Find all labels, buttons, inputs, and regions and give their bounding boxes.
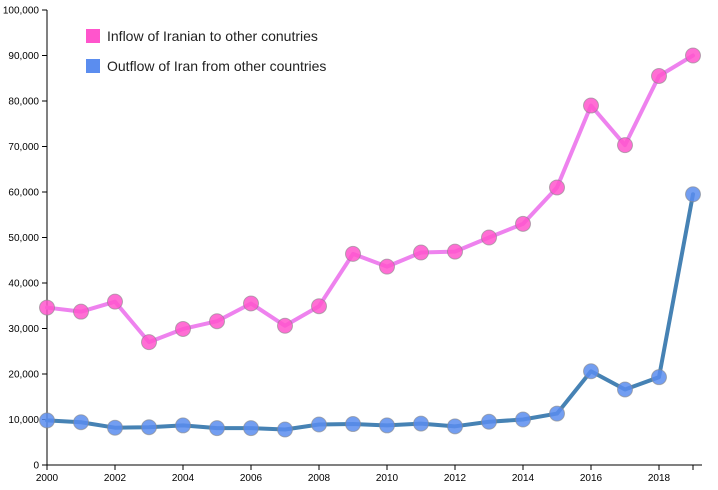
y-tick-label: 0 <box>33 461 39 472</box>
data-point <box>39 412 55 429</box>
legend-swatch <box>86 29 100 43</box>
data-point <box>277 317 293 334</box>
data-point <box>515 411 531 428</box>
data-point <box>107 419 123 436</box>
data-point <box>413 415 429 432</box>
x-axis: 2000 2002 2004 2006 2008 2010 2012 2014 2016 2018 <box>36 464 702 484</box>
y-tick-label: 70,000 <box>8 142 39 153</box>
legend-label: Outflow of Iran from other countries <box>107 58 326 74</box>
series-1 <box>39 186 701 438</box>
x-tick-label: 2008 <box>308 473 331 484</box>
data-point <box>175 320 191 337</box>
data-point <box>583 97 599 114</box>
data-point <box>243 420 259 437</box>
data-point <box>583 363 599 380</box>
x-tick-label: 2012 <box>444 473 467 484</box>
data-point <box>311 298 327 315</box>
y-tick-label: 10,000 <box>8 415 39 426</box>
data-point <box>617 137 633 154</box>
x-tick-label: 2018 <box>648 473 671 484</box>
data-point <box>651 67 667 84</box>
data-point <box>345 416 361 433</box>
data-point <box>141 334 157 351</box>
data-point <box>685 47 701 64</box>
x-tick-label: 2014 <box>512 473 535 484</box>
y-tick-label: 30,000 <box>8 324 39 335</box>
data-point <box>481 229 497 246</box>
data-point <box>73 303 89 320</box>
series-layer <box>39 47 701 438</box>
data-point <box>311 416 327 433</box>
data-point <box>549 405 565 422</box>
data-point <box>379 417 395 434</box>
data-point <box>549 179 565 196</box>
data-point <box>73 414 89 431</box>
x-tick-label: 2010 <box>376 473 399 484</box>
data-point <box>345 245 361 262</box>
y-tick-label: 60,000 <box>8 188 39 199</box>
series-line <box>45 192 695 432</box>
data-point <box>175 417 191 434</box>
y-tick-label: 80,000 <box>8 97 39 108</box>
y-tick-label: 40,000 <box>8 279 39 290</box>
legend: Inflow of Iranian to other conutries Outf… <box>86 28 326 74</box>
data-point <box>243 295 259 312</box>
data-point <box>379 258 395 275</box>
x-tick-label: 2016 <box>580 473 603 484</box>
y-tick-label: 90,000 <box>8 51 39 62</box>
x-tick-label: 2000 <box>36 473 59 484</box>
x-tick-label: 2006 <box>240 473 263 484</box>
data-point <box>39 299 55 316</box>
x-tick-label: 2004 <box>172 473 195 484</box>
y-tick-label: 50,000 <box>8 233 39 244</box>
data-point <box>651 369 667 386</box>
data-point <box>209 313 225 330</box>
y-tick-label: 100,000 <box>3 6 40 17</box>
data-point <box>141 419 157 436</box>
data-point <box>277 421 293 438</box>
y-tick-label: 20,000 <box>8 370 39 381</box>
legend-swatch <box>86 59 100 73</box>
data-point <box>209 420 225 437</box>
data-point <box>515 215 531 232</box>
data-point <box>413 244 429 261</box>
y-axis: 0 10,000 20,000 30,000 40,000 50,000 60,000 70,… <box>3 6 48 472</box>
data-point <box>107 293 123 310</box>
data-point <box>447 243 463 260</box>
data-point <box>617 381 633 398</box>
data-point <box>481 413 497 430</box>
data-point <box>447 418 463 435</box>
x-tick-label: 2002 <box>104 473 127 484</box>
data-point <box>685 186 701 203</box>
legend-label: Inflow of Iranian to other conutries <box>107 28 318 44</box>
series-0 <box>39 47 701 351</box>
series-line <box>45 53 695 345</box>
